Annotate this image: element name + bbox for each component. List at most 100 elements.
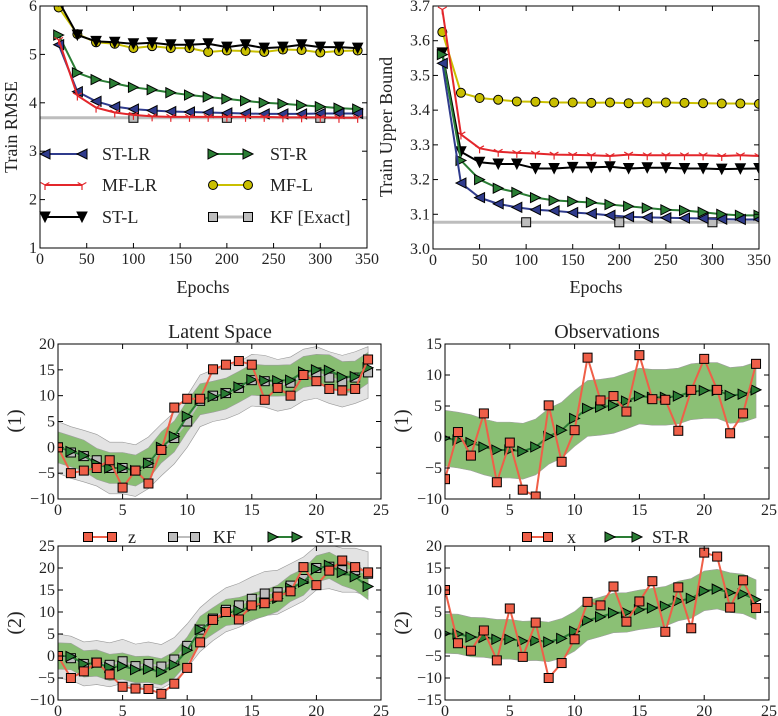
line-ST-L	[441, 52, 759, 171]
marker-square	[556, 456, 567, 467]
marker-square	[608, 581, 619, 592]
marker-tri-left	[585, 207, 597, 220]
plot-area	[58, 546, 375, 699]
axes-frame	[444, 545, 770, 701]
marker-tri-right	[711, 583, 724, 595]
legend-item: ST-LR	[38, 144, 150, 164]
marker-square	[582, 596, 593, 607]
marker-tri-down	[239, 39, 252, 51]
y-tick-label: −10	[30, 692, 55, 709]
marker-square	[272, 591, 283, 602]
marker-tri-right	[78, 449, 90, 462]
marker-circle	[208, 180, 218, 190]
marker-square	[130, 683, 141, 694]
marker-tri-right	[65, 445, 78, 458]
marker-tri-left	[108, 100, 121, 113]
marker-square	[543, 673, 554, 683]
marker-tri	[530, 150, 541, 159]
axes-frame	[432, 5, 760, 250]
y-tick-label: 10	[426, 367, 442, 384]
marker-tri-right	[492, 182, 505, 195]
marker-tri-right	[474, 173, 486, 186]
marker-square	[608, 391, 619, 402]
marker-square	[246, 600, 257, 611]
marker-tri	[184, 113, 195, 122]
marker-circle	[567, 97, 578, 108]
marker-circle	[754, 98, 759, 109]
y-tick-label: 15	[426, 560, 442, 577]
marker-tri-right	[543, 636, 555, 648]
marker-square	[521, 217, 532, 228]
chart-1: 0 50 100 150 200 250 300 350 3.0 3.1 3.2 3.3 3.4 3.5 3…	[410, 0, 771, 269]
marker-square	[117, 482, 128, 493]
marker-tri-right	[267, 531, 280, 543]
marker-tri-right	[660, 203, 672, 216]
marker-square	[647, 394, 658, 405]
marker-tri-left	[127, 103, 139, 115]
marker-square	[259, 394, 270, 405]
marker-square	[350, 562, 361, 573]
marker-tri-down	[734, 163, 747, 175]
marker-tri-right	[646, 602, 659, 614]
marker-tri-left	[454, 177, 467, 189]
marker-tri-right	[362, 580, 375, 593]
marker-tri	[679, 152, 690, 161]
marker-square	[143, 684, 154, 694]
x-tick-label: 250	[654, 252, 678, 269]
marker-tri-down	[697, 162, 709, 175]
marker-square	[634, 596, 645, 607]
marker-tri-right	[221, 93, 233, 105]
marker-square	[363, 567, 374, 578]
marker-tri-down	[146, 37, 158, 49]
chart-2: 0 5 10 15 20 25 −10 −5 0 5 10 15 20	[30, 336, 389, 519]
y-tick-label: −10	[417, 670, 442, 687]
x-tick-label: 15	[244, 703, 260, 716]
marker-tri-right	[678, 204, 691, 217]
marker-square	[543, 400, 554, 411]
chart-5: 0 5 10 15 20 25 −15 −10 −5 0 5 10 15 20 x ST-R	[417, 527, 777, 716]
marker-tri-left	[492, 198, 504, 210]
legend-label: KF	[213, 527, 236, 547]
marker-square	[91, 463, 102, 473]
marker-square	[220, 359, 231, 370]
legend-label: ST-R	[315, 527, 352, 547]
marker-tri-right	[117, 660, 129, 672]
marker-square	[530, 491, 541, 499]
marker-tri-right	[478, 441, 490, 453]
bound-y-label: Train Upper Bound	[376, 57, 396, 197]
marker-tri-right	[504, 633, 516, 646]
x-tick-label: 10	[567, 502, 583, 519]
legend-label: MF-L	[270, 175, 313, 195]
marker-tri	[166, 113, 176, 122]
marker-square	[699, 353, 710, 364]
row-label-1-right: (1)	[391, 409, 413, 432]
row-label-2-left: (2)	[4, 611, 26, 634]
x-tick-label: 100	[121, 251, 145, 268]
x-tick-label: 300	[308, 251, 332, 268]
marker-tri-right	[296, 99, 308, 112]
marker-tri-right	[750, 384, 763, 396]
observations-title: Observations	[554, 321, 660, 343]
y-tick-label: 3.1	[410, 206, 430, 223]
marker-tri-left	[183, 106, 195, 118]
marker-square	[104, 455, 115, 466]
marker-tri-right	[142, 457, 155, 470]
axes-frame	[444, 343, 770, 500]
marker-tri-right	[737, 388, 750, 401]
marker-circle	[735, 98, 746, 109]
marker-tri-down	[277, 41, 289, 54]
y-tick-label: −5	[38, 465, 55, 482]
x-tick-label: 250	[262, 251, 286, 268]
y-tick-label: 6	[29, 0, 37, 15]
axes-frame	[39, 5, 368, 249]
marker-square	[243, 212, 253, 222]
marker-square	[363, 354, 374, 365]
marker-tri	[222, 113, 232, 122]
marker-tri-right	[659, 600, 672, 613]
marker-square	[156, 688, 167, 699]
x-tick-label: 5	[506, 703, 514, 716]
x-tick-label: 150	[168, 251, 192, 268]
x-tick-label: 10	[179, 703, 195, 716]
marker-square	[233, 356, 244, 367]
marker-tri-left	[436, 57, 448, 70]
